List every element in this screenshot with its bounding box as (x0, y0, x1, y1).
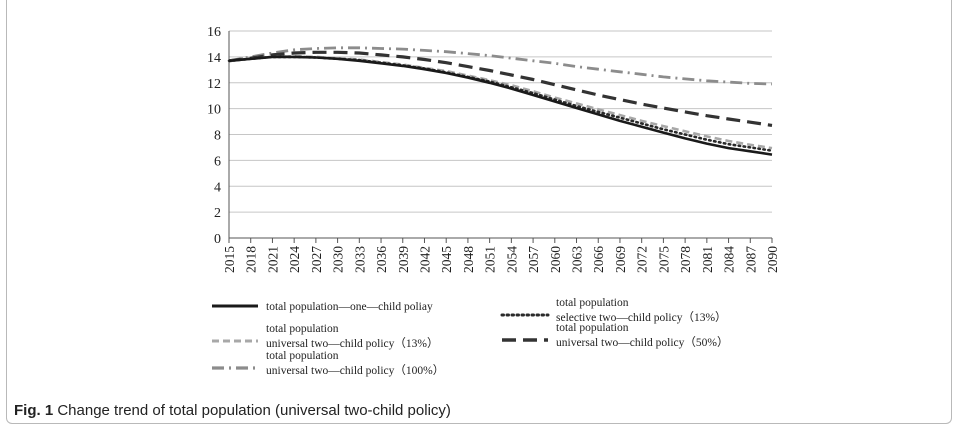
figure-label: Fig. 1 (14, 402, 54, 419)
x-tick-label: 2036 (374, 246, 389, 273)
x-tick-label: 2072 (635, 246, 650, 273)
x-tick-label: 2066 (591, 246, 606, 273)
x-tick-label: 2054 (504, 246, 519, 273)
x-tick-label: 2027 (309, 246, 324, 273)
y-tick-label: 6 (214, 154, 221, 169)
y-tick-label: 16 (207, 25, 221, 40)
series-line-4 (228, 46, 773, 86)
legend-label-4: total population (266, 350, 339, 362)
line-chart: 0 2 4 6 8 10 12 14 16 2015 2018 2021 2024 2027 2030 203… (207, 25, 780, 377)
x-tick-label: 2060 (548, 246, 563, 273)
y-tick-label: 14 (207, 51, 221, 66)
legend-label-1: selective two—child policy（13%） (556, 311, 727, 324)
x-tick-label: 2024 (287, 246, 302, 273)
legend-label-2: universal two—child policy（13%） (266, 337, 438, 350)
series-line-1 (227, 55, 774, 152)
x-tick-label: 2063 (570, 246, 585, 273)
y-tick-label: 12 (207, 77, 221, 92)
x-tick-label: 2030 (331, 246, 346, 273)
figure-frame (6, 0, 952, 424)
y-tick-label: 10 (207, 103, 221, 118)
x-tick-label: 2057 (526, 246, 541, 273)
y-tick-label: 2 (214, 206, 221, 221)
legend-label-4: universal two—child policy（100%） (266, 364, 444, 377)
x-tick-label: 2015 (222, 246, 237, 273)
figure-caption: Fig. 1 Change trend of total population … (14, 402, 451, 419)
legend-label-0: total population—one—child poliay (266, 301, 433, 313)
figure-caption-text: Change trend of total population (univer… (57, 402, 451, 419)
x-tick-label: 2021 (265, 246, 280, 273)
legend-label-3: total population (556, 322, 629, 334)
series-line-3 (228, 50, 773, 127)
x-tick-label: 2078 (678, 246, 693, 273)
axes: 0 2 4 6 8 10 12 14 16 2015 2018 2021 2024 2027 2030 203… (207, 25, 780, 273)
x-tick-label: 2042 (417, 246, 432, 273)
y-tick-label: 0 (214, 232, 221, 247)
x-tick-label: 2084 (722, 246, 737, 273)
x-tick-label: 2018 (244, 246, 259, 273)
x-tick-label: 2048 (461, 246, 476, 273)
x-tick-label: 2087 (743, 246, 758, 273)
y-tick-label: 8 (214, 129, 221, 144)
x-tick-label: 2081 (700, 246, 715, 273)
x-tick-label: 2090 (765, 246, 780, 273)
x-tick-label: 2033 (352, 246, 367, 273)
x-tick-label: 2039 (396, 246, 411, 273)
legend-label-1: total population (556, 297, 629, 309)
y-tick-label: 4 (214, 180, 221, 195)
x-tick-label: 2051 (483, 246, 498, 273)
series-line-0 (228, 55, 773, 156)
x-tick-label: 2045 (439, 246, 454, 273)
series-lines (227, 46, 774, 156)
legend-label-2: total population (266, 323, 339, 335)
legend: total population—one—child poliay total p… (212, 297, 728, 377)
legend-label-3: universal two—child policy（50%） (556, 336, 728, 349)
grid-lines (229, 30, 772, 213)
x-tick-label: 2075 (656, 246, 671, 273)
x-tick-label: 2069 (613, 246, 628, 273)
